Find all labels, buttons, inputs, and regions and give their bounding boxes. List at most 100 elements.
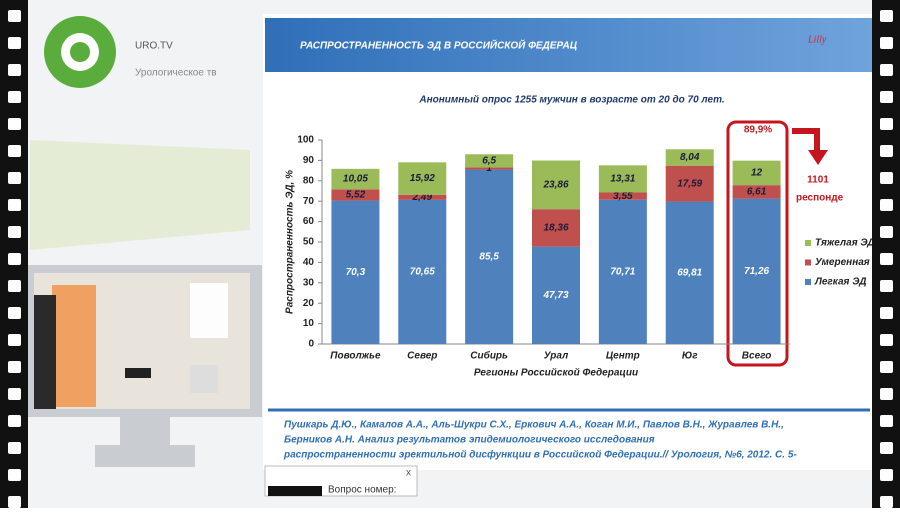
y-tick-label: 40	[303, 257, 315, 268]
citation-line: Пушкарь Д.Ю., Камалов А.А., Аль-Шукри С.…	[284, 420, 784, 431]
film-hole	[880, 496, 893, 508]
bar-segment	[732, 198, 781, 344]
film-hole	[8, 307, 21, 319]
y-tick-label: 20	[303, 298, 315, 309]
y-tick-label: 50	[303, 237, 315, 248]
banner	[52, 285, 96, 407]
citation-line: распространенности эректильной дисфункци…	[283, 449, 797, 461]
logo-mark	[70, 42, 90, 62]
legend-label: Легкая ЭД	[814, 277, 866, 288]
film-hole	[880, 91, 893, 103]
popup-close[interactable]: x	[406, 468, 411, 479]
slide-header	[265, 18, 872, 72]
film-hole	[880, 388, 893, 400]
film-hole	[880, 415, 893, 427]
film-hole	[8, 496, 21, 508]
y-tick-label: 60	[303, 216, 315, 227]
value-label: 18,36	[543, 223, 568, 234]
x-tick-label: Сибирь	[470, 350, 508, 362]
x-axis-label: Регионы Российской Федерации	[474, 368, 638, 379]
value-label: 13,31	[610, 174, 635, 185]
plot: 0 10 20 30 40 50 60 70 80 90 100 Поволжье 70,3 5,52 10…	[297, 135, 874, 362]
x-tick-label: Юг	[682, 351, 698, 362]
legend-swatch	[805, 240, 811, 246]
x-tick-label: Урал	[544, 351, 569, 362]
value-label: 12	[751, 168, 763, 179]
value-label: 70,65	[410, 267, 435, 278]
chart-subtitle: Анонимный опрос 1255 мужчин в возрасте о…	[418, 95, 724, 106]
film-hole	[8, 361, 21, 373]
value-label: 15,92	[410, 173, 435, 184]
bar-segment	[398, 194, 447, 200]
film-hole	[8, 10, 21, 22]
film-hole	[880, 10, 893, 22]
y-axis-label: Распространенность ЭД, %	[285, 170, 296, 314]
film-hole	[8, 334, 21, 346]
y-tick-label: 0	[308, 339, 314, 350]
film-hole	[8, 37, 21, 49]
value-label: 3,55	[613, 191, 633, 202]
value-label: 85,5	[479, 251, 499, 262]
film-hole	[880, 199, 893, 211]
film-hole	[880, 145, 893, 157]
chair	[125, 368, 151, 378]
y-tick-label: 80	[303, 175, 315, 186]
film-hole	[880, 280, 893, 292]
x-tick-label: Всего	[742, 351, 772, 362]
value-label: 1	[486, 163, 492, 174]
monitor-base	[95, 445, 195, 467]
bar-segment	[598, 199, 647, 344]
x-tick-label: Поволжье	[330, 351, 381, 362]
annotation: 1101	[807, 175, 829, 186]
film-hole	[8, 145, 21, 157]
legend-swatch	[805, 279, 811, 285]
bar-segment	[532, 160, 580, 210]
bar-segment	[398, 199, 447, 344]
legend-label: Умеренная	[815, 257, 870, 268]
annotation: респонде	[796, 193, 844, 204]
x-tick-label: Север	[407, 351, 437, 362]
film-hole	[880, 334, 893, 346]
bar-segment	[465, 167, 514, 170]
bar-segment	[465, 154, 514, 168]
y-tick-label: 30	[303, 277, 315, 288]
value-label: 8,04	[680, 152, 700, 163]
film-hole	[8, 91, 21, 103]
value-label: 47,73	[542, 290, 568, 301]
value-label: 2,49	[412, 192, 433, 203]
y-tick-label: 100	[297, 135, 314, 146]
logo-name: URO.TV	[135, 41, 173, 52]
x-tick-label: Центр	[606, 351, 640, 362]
value-label: 71,26	[744, 266, 769, 277]
highlight-box	[726, 120, 789, 367]
window	[190, 283, 228, 338]
film-hole	[8, 469, 21, 481]
arrow	[792, 128, 828, 165]
film-hole	[880, 64, 893, 76]
film-hole	[880, 442, 893, 454]
film-hole	[880, 307, 893, 319]
film-hole	[8, 253, 21, 265]
annotation: 89,9%	[744, 125, 772, 136]
bar-segment	[665, 165, 714, 202]
bar-segment	[532, 209, 580, 247]
brand: Lilly	[807, 34, 827, 45]
bar-segment	[732, 185, 781, 199]
film-hole	[880, 226, 893, 238]
popup-bar	[268, 486, 322, 496]
slide-title: РАСПРОСТРАНЕННОСТЬ ЭД В РОССИЙСКОЙ ФЕДЕР…	[300, 39, 578, 52]
film-hole	[8, 388, 21, 400]
film-hole	[8, 280, 21, 292]
popup-label: Вопрос номер:	[328, 485, 396, 496]
bar-segment	[532, 246, 580, 344]
value-label: 69,81	[677, 267, 702, 278]
bar-segment	[665, 201, 714, 344]
legend-label: Тяжелая ЭД	[815, 238, 875, 249]
bar-segment	[732, 160, 781, 186]
bar-segment	[398, 162, 447, 195]
film-hole	[880, 361, 893, 373]
bar-segment	[331, 189, 380, 201]
film-hole	[880, 469, 893, 481]
film-hole	[8, 442, 21, 454]
